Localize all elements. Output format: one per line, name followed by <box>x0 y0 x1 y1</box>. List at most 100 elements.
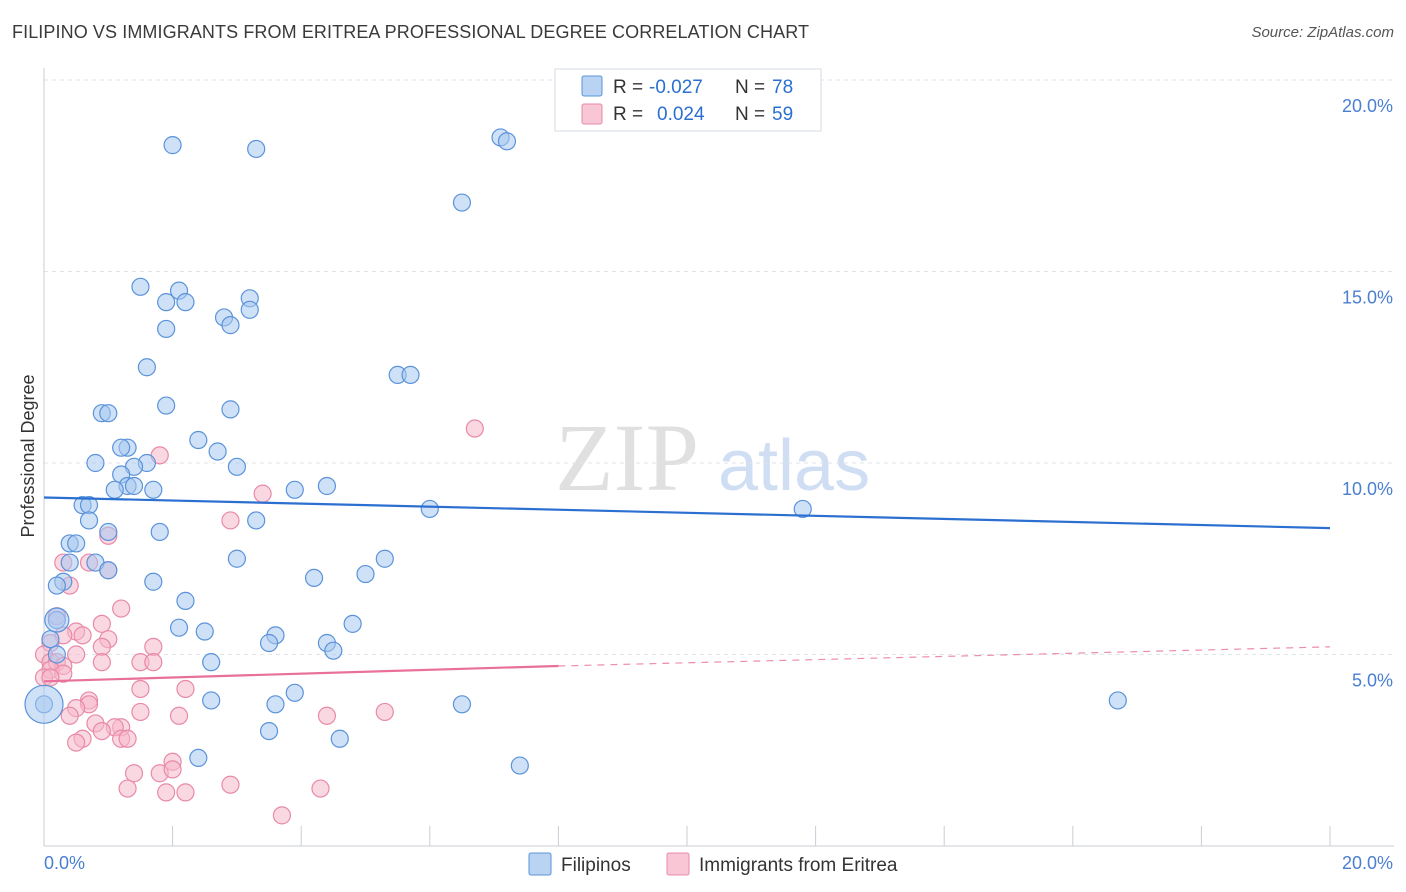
filipino-point <box>195 622 214 641</box>
filipino-point <box>1108 691 1127 710</box>
y-axis-label: Professional Degree <box>18 374 38 537</box>
filipino-point <box>144 480 163 499</box>
watermark-atlas: atlas <box>718 426 870 506</box>
legend-n-label: N = <box>735 104 765 125</box>
filipino-point <box>247 139 266 159</box>
filipino-point <box>452 695 472 714</box>
filipino-point <box>124 476 144 496</box>
eritrea-point <box>60 706 79 725</box>
y-tick-label: 5.0% <box>1352 671 1393 691</box>
filipino-point <box>47 645 66 664</box>
filipino-point <box>285 683 304 702</box>
filipino-point <box>343 614 362 633</box>
filipino-point <box>227 457 246 476</box>
eritrea-trend-line <box>43 664 559 683</box>
eritrea-point <box>118 729 137 748</box>
filipino-point <box>169 618 189 637</box>
legend-r-value: -0.027 <box>649 77 703 98</box>
eritrea-point <box>41 668 60 687</box>
series-swatch-eritrea <box>666 852 690 876</box>
eritrea-point <box>67 645 86 664</box>
filipino-point <box>497 132 517 151</box>
eritrea-point <box>118 779 137 798</box>
eritrea-point <box>176 783 195 802</box>
eritrea-point <box>144 653 163 672</box>
filipino-point <box>259 633 279 653</box>
filipino-point <box>79 511 99 530</box>
filipino-point <box>240 300 259 319</box>
filipino-point <box>44 607 70 633</box>
eritrea-point <box>92 614 111 633</box>
filipino-point <box>24 684 64 724</box>
legend-swatch-filipinos <box>581 75 603 97</box>
eritrea-points <box>34 419 484 825</box>
filipino-point <box>324 641 343 660</box>
watermark-zip: ZIP <box>555 404 699 511</box>
filipino-point <box>510 756 529 775</box>
filipino-point <box>330 729 349 748</box>
filipino-point <box>131 277 150 296</box>
filipino-points <box>24 128 1127 775</box>
filipino-point <box>150 522 169 542</box>
trend-lines <box>43 496 1331 683</box>
eritrea-point <box>73 626 92 645</box>
filipino-point <box>208 442 227 461</box>
filipino-point <box>144 572 163 591</box>
legend-r-value: 0.024 <box>657 104 705 125</box>
filipino-point <box>285 480 304 499</box>
eritrea-point <box>176 679 195 699</box>
watermark: ZIP atlas <box>555 404 870 511</box>
eritrea-point <box>131 702 150 722</box>
filipino-point <box>99 561 118 580</box>
eritrea-trend-extension <box>558 646 1331 667</box>
filipino-point <box>401 365 420 385</box>
eritrea-point <box>112 599 131 618</box>
eritrea-point <box>124 764 144 783</box>
x-tick-label: 20.0% <box>1342 853 1393 873</box>
series-label-filipinos: Filipinos <box>561 855 631 876</box>
eritrea-point <box>311 779 330 798</box>
filipino-point <box>112 438 131 457</box>
filipino-point <box>86 453 105 473</box>
filipino-point <box>47 576 66 595</box>
eritrea-point <box>131 679 150 699</box>
chart-title: FILIPINO VS IMMIGRANTS FROM ERITREA PROF… <box>12 22 810 42</box>
series-swatch-filipinos <box>528 852 552 876</box>
filipino-point <box>356 564 375 584</box>
eritrea-point <box>92 721 111 741</box>
eritrea-point <box>221 511 240 530</box>
eritrea-point <box>272 806 292 825</box>
filipino-point <box>420 499 439 519</box>
eritrea-point <box>169 706 189 725</box>
legend-r-label: R = <box>613 77 643 98</box>
filipino-point <box>105 480 124 499</box>
filipino-point <box>266 695 285 714</box>
filipino-point <box>163 136 182 155</box>
filipino-point <box>60 553 79 572</box>
eritrea-point <box>163 760 182 779</box>
x-tick-label: 0.0% <box>44 853 85 873</box>
filipino-point <box>157 293 176 312</box>
legend-n-value: 59 <box>772 104 793 125</box>
y-tick-label: 15.0% <box>1342 288 1393 308</box>
filipino-point <box>157 396 176 415</box>
legend-swatch-eritrea <box>581 103 603 125</box>
filipino-trend-line <box>43 496 1331 530</box>
filipino-point <box>67 534 86 553</box>
filipino-point <box>221 316 240 335</box>
eritrea-point <box>67 733 86 752</box>
filipino-point <box>452 193 472 212</box>
eritrea-point <box>157 783 176 802</box>
filipino-point <box>317 476 337 496</box>
legend-n-value: 78 <box>772 77 793 98</box>
eritrea-point <box>253 484 272 503</box>
correlation-legend: R = -0.027 N = 78 R = 0.024 N = 59 <box>554 68 822 132</box>
eritrea-point <box>317 706 337 725</box>
filipino-point <box>176 293 195 312</box>
eritrea-point <box>92 653 111 672</box>
filipino-point <box>793 499 812 519</box>
filipino-point <box>227 549 246 568</box>
legend-n-label: N = <box>735 77 765 98</box>
filipino-point <box>41 630 60 649</box>
